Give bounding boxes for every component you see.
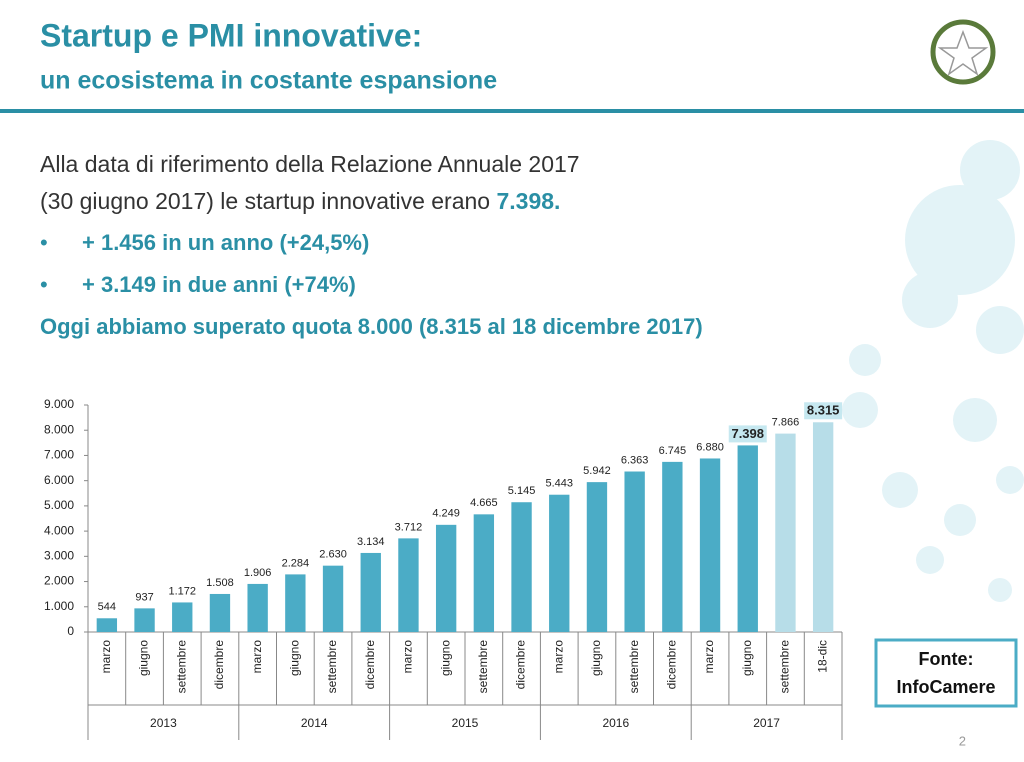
y-tick-label: 2.000 xyxy=(44,574,74,588)
x-tick-label: marzo xyxy=(551,640,565,674)
x-tick-label: giugno xyxy=(137,640,151,676)
source-label: Fonte: xyxy=(919,649,974,669)
y-tick-label: 1.000 xyxy=(44,599,74,613)
bar xyxy=(96,618,118,632)
bar xyxy=(624,471,645,632)
value-label: 5.942 xyxy=(583,465,611,477)
year-label: 2014 xyxy=(301,716,328,730)
value-label: 7.866 xyxy=(772,417,800,429)
page-number: 2 xyxy=(959,733,966,748)
source-name: InfoCamere xyxy=(896,677,995,697)
bar xyxy=(285,574,306,632)
label-highlight xyxy=(804,402,843,420)
y-tick-label: 4.000 xyxy=(44,523,74,537)
bar xyxy=(209,593,231,632)
x-tick-label: settembre xyxy=(627,640,641,694)
bar xyxy=(549,494,570,632)
value-label: 4.249 xyxy=(432,508,460,520)
value-label: 5.145 xyxy=(508,485,536,497)
y-tick-label: 9.000 xyxy=(44,397,74,411)
bar xyxy=(322,565,344,632)
bar xyxy=(511,502,532,632)
bar xyxy=(812,422,834,632)
value-label: 6.363 xyxy=(621,454,649,466)
intro-highlight: 7.398. xyxy=(496,188,560,214)
x-tick-label: settembre xyxy=(778,640,792,694)
year-label: 2017 xyxy=(753,716,780,730)
header-rule xyxy=(0,109,1024,113)
value-label: 4.665 xyxy=(470,497,498,509)
intro-line: Alla data di riferimento della Relazione… xyxy=(40,151,580,177)
x-tick-label: giugno xyxy=(438,640,452,676)
bar xyxy=(172,602,193,632)
label-highlight xyxy=(728,425,767,443)
value-label: 2.284 xyxy=(282,557,310,569)
value-label: 8.315 xyxy=(807,403,840,418)
x-tick-label: giugno xyxy=(740,640,754,676)
value-label: 937 xyxy=(135,591,153,603)
x-tick-label: dicembre xyxy=(665,640,679,690)
bar xyxy=(699,458,721,632)
bar xyxy=(360,552,381,632)
emblem xyxy=(930,19,996,85)
title: Startup e PMI innovative: xyxy=(40,17,422,53)
year-label: 2013 xyxy=(150,716,177,730)
value-label: 7.398 xyxy=(731,426,764,441)
x-tick-label: dicembre xyxy=(363,640,377,690)
y-tick-label: 3.000 xyxy=(44,549,74,563)
year-label: 2016 xyxy=(602,716,629,730)
value-label: 1.906 xyxy=(244,567,272,579)
conclusion: Oggi abbiamo superato quota 8.000 (8.315… xyxy=(40,314,703,339)
bar xyxy=(247,583,268,632)
bullet: + 3.149 in due anni (+74%) xyxy=(82,272,356,297)
value-label: 1.172 xyxy=(168,585,196,597)
y-tick-label: 8.000 xyxy=(44,422,74,436)
x-tick-label: settembre xyxy=(325,640,339,694)
y-tick-label: 6.000 xyxy=(44,473,74,487)
value-label: 2.630 xyxy=(319,549,347,561)
bar xyxy=(473,514,495,632)
year-label: 2015 xyxy=(452,716,479,730)
subtitle: un ecosistema in costante espansione xyxy=(40,67,497,95)
bar xyxy=(398,538,419,632)
y-tick-label: 5.000 xyxy=(44,498,74,512)
value-label: 3.712 xyxy=(395,521,423,533)
value-label: 6.745 xyxy=(659,445,687,457)
chart: 0 1.000 2.000 3.000 4.000 5.000 6.000 7.000 8.00… xyxy=(44,397,843,740)
value-label: 544 xyxy=(98,601,116,613)
x-tick-label: marzo xyxy=(702,640,716,674)
x-tick-label: settembre xyxy=(174,640,188,694)
x-tick-label: giugno xyxy=(589,640,603,676)
x-tick-label: giugno xyxy=(288,640,302,676)
source-box xyxy=(874,638,1018,708)
bar xyxy=(775,433,796,632)
x-tick-label: settembre xyxy=(476,640,490,694)
intro-line: (30 giugno 2017) le startup innovative e… xyxy=(40,188,560,214)
decoration xyxy=(842,140,1024,602)
value-label: 1.508 xyxy=(206,577,234,589)
bar xyxy=(435,524,457,632)
y-tick-label: 7.000 xyxy=(44,448,74,462)
intro-text: (30 giugno 2017) le startup innovative e… xyxy=(40,188,496,214)
x-tick-label: dicembre xyxy=(514,640,528,690)
bullet: + 1.456 in un anno (+24,5%) xyxy=(82,230,369,255)
bullet-dot: • xyxy=(40,272,48,297)
bar xyxy=(662,461,683,632)
value-label: 3.134 xyxy=(357,536,385,548)
x-tick-label: marzo xyxy=(99,640,113,674)
x-tick-label: 18-dic xyxy=(815,640,829,673)
bullet-dot: • xyxy=(40,230,48,255)
x-tick-label: marzo xyxy=(401,640,415,674)
bar xyxy=(737,445,758,632)
x-tick-label: dicembre xyxy=(212,640,226,690)
bar xyxy=(134,608,155,632)
x-tick-label: marzo xyxy=(250,640,264,674)
bar xyxy=(586,482,608,632)
value-label: 6.880 xyxy=(696,441,724,453)
value-label: 5.443 xyxy=(545,478,573,490)
y-tick-label: 0 xyxy=(67,624,74,638)
